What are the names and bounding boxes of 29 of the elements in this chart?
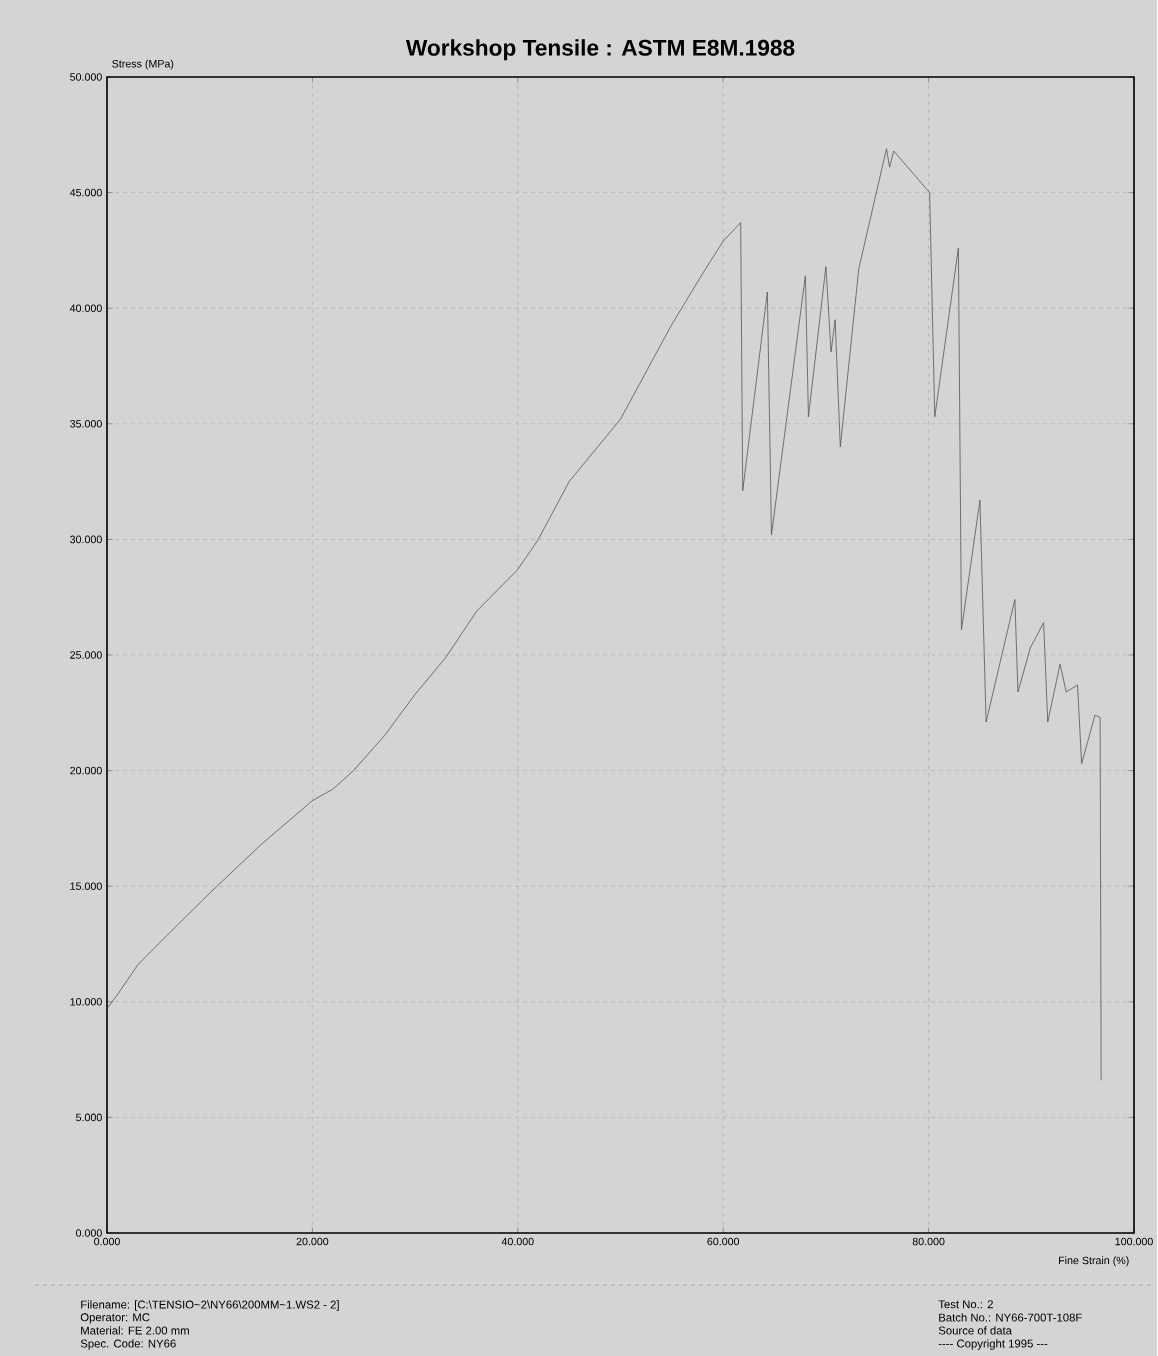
x-axis-title: Fine Strain (%) [1059,1256,1129,1267]
x-tick-label: 60.000 [707,1237,740,1246]
line-series [107,148,1102,1081]
x-tick-label: 80.000 [912,1237,945,1246]
x-tick-label: 20.000 [296,1237,329,1246]
text: Batch No.: NY66-700T-108F [939,1313,1082,1322]
text: Spec. Code: NY66 [80,1339,176,1350]
y-tick-label: 15.000 [70,882,103,890]
x-tick-label: 100.000 [1115,1237,1154,1246]
source-note: Source of data [938,1326,1013,1335]
y-tick-label: 25.000 [70,651,103,659]
y-axis-title: Stress (MPa) [112,59,174,70]
text: Material: FE 2.00 mm [81,1326,190,1335]
y-tick-label: 30.000 [70,535,103,544]
y-tick-label: 20.000 [70,766,103,775]
x-tick-label: 0.000 [94,1237,121,1246]
text: ---- Copyright 1995 --- [938,1339,1048,1350]
text: Test No.: 2 [938,1300,994,1309]
y-tick-label: 10.000 [70,998,103,1006]
y-tick-label: 5.000 [76,1113,103,1122]
text: Operator: MC [80,1313,150,1324]
x-tick-label: 40.000 [501,1237,534,1246]
chart-title: Workshop Tensile : ASTM E8M.1988 [406,39,795,61]
y-tick-label: 45.000 [70,188,103,197]
y-tick-label: 50.000 [70,73,103,81]
text: Filename: [C:\TENSIO~2\NY66\200MM~1.WS2 - 2] [81,1300,339,1311]
y-tick-label: 0.000 [76,1229,103,1237]
y-tick-label: 35.000 [70,420,103,428]
y-tick-label: 40.000 [70,304,103,312]
